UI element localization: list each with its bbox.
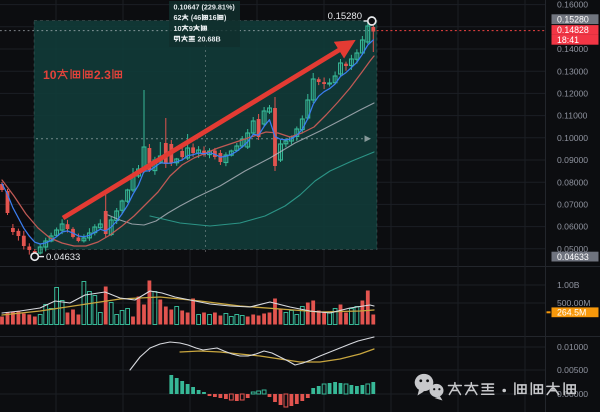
svg-text:0: 0 [202, 35, 206, 44]
svg-text:4: 4 [192, 2, 196, 11]
svg-text:0.11000: 0.11000 [557, 111, 588, 121]
svg-text:1: 1 [43, 68, 50, 82]
svg-text:6: 6 [213, 13, 217, 22]
svg-text:4: 4 [193, 13, 197, 22]
svg-text:6: 6 [197, 13, 201, 22]
svg-text:0.15280: 0.15280 [328, 11, 362, 22]
svg-text:6: 6 [174, 13, 178, 22]
svg-text:500.00M: 500.00M [557, 298, 590, 308]
svg-text:.: . [178, 2, 180, 11]
svg-text:0.10000: 0.10000 [557, 133, 588, 143]
svg-text:9: 9 [212, 2, 216, 11]
svg-text:264.5M: 264.5M [557, 308, 586, 318]
svg-text:0.16000: 0.16000 [557, 0, 588, 10]
svg-text:1: 1 [209, 13, 213, 22]
svg-text:7: 7 [196, 2, 200, 11]
svg-text:0.08000: 0.08000 [557, 177, 588, 187]
svg-text:0.07000: 0.07000 [557, 200, 588, 210]
svg-text:0.04633: 0.04633 [557, 252, 589, 262]
svg-text:3: 3 [104, 68, 111, 82]
svg-text:1: 1 [222, 2, 226, 11]
svg-text:0.14000: 0.14000 [557, 44, 588, 54]
svg-text:0.14828: 0.14828 [557, 25, 589, 35]
svg-text:2: 2 [178, 13, 182, 22]
svg-text:9: 9 [189, 24, 193, 33]
svg-text:1: 1 [180, 2, 184, 11]
svg-text:18:41: 18:41 [557, 35, 579, 45]
svg-text:0.06000: 0.06000 [557, 222, 588, 232]
svg-text:1: 1 [174, 24, 178, 33]
svg-text:0.13000: 0.13000 [557, 66, 588, 76]
svg-text:.: . [206, 35, 208, 44]
svg-text:.: . [101, 68, 104, 82]
svg-text:0.00500: 0.00500 [557, 365, 588, 375]
svg-text:0.09000: 0.09000 [557, 155, 588, 165]
svg-text:0: 0 [178, 24, 182, 33]
svg-text:6: 6 [208, 35, 212, 44]
svg-text:2: 2 [208, 2, 212, 11]
svg-text:6: 6 [188, 2, 192, 11]
svg-text:8: 8 [218, 2, 222, 11]
svg-text:(: ( [191, 13, 194, 22]
svg-text:0.01000: 0.01000 [557, 342, 588, 352]
svg-text:.: . [216, 2, 218, 11]
svg-text:0.05000: 0.05000 [557, 244, 588, 254]
svg-text:0.04633: 0.04633 [46, 252, 80, 263]
svg-text:2: 2 [198, 35, 202, 44]
svg-text:0.12000: 0.12000 [557, 89, 588, 99]
svg-text:B: B [216, 35, 221, 44]
svg-text:0: 0 [174, 2, 178, 11]
svg-text:8: 8 [212, 35, 216, 44]
svg-text:): ) [224, 13, 227, 22]
svg-text:0: 0 [184, 2, 188, 11]
svg-text:2: 2 [204, 2, 208, 11]
svg-text:(: ( [202, 2, 205, 11]
svg-text:%: % [226, 2, 233, 11]
svg-text:2: 2 [94, 68, 101, 82]
svg-text:0.15280: 0.15280 [557, 14, 589, 24]
svg-text:): ) [232, 2, 235, 11]
svg-text:0: 0 [50, 68, 57, 82]
svg-text:1.00B: 1.00B [557, 280, 580, 290]
